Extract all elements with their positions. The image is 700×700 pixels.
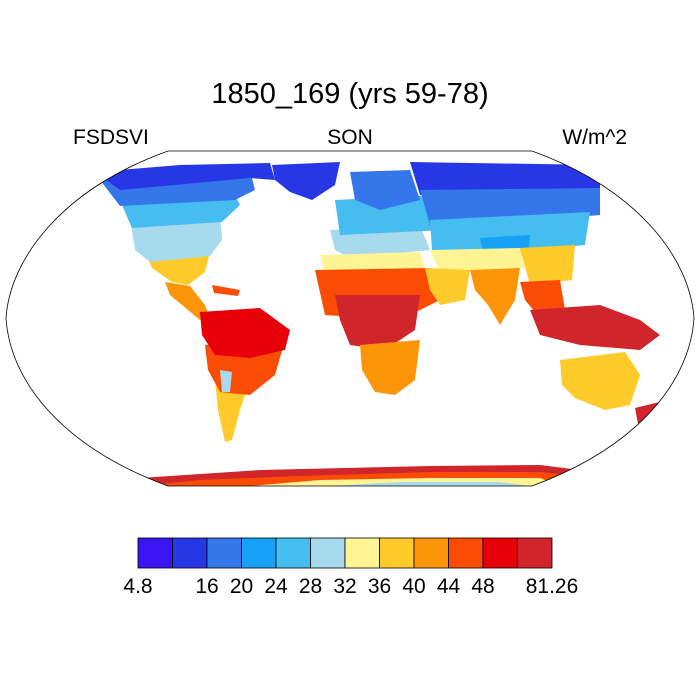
arabia [425, 268, 470, 305]
colorbar-swatch [275, 537, 311, 569]
colorbar-tick-label: 20 [230, 575, 253, 598]
greenland [272, 162, 340, 200]
colorbar-tick-label: 16 [195, 575, 218, 598]
scandinavia [350, 170, 420, 210]
colorbar-tick-label: 48 [471, 575, 494, 598]
south-america-north [200, 308, 290, 358]
variable-label: FSDSVI [73, 126, 149, 149]
europe-mid [335, 195, 445, 235]
colorbar: 4.8 16 20 24 28 32 36 40 44 48 81.26 [123, 537, 579, 598]
colorbar-tick-label: 36 [368, 575, 391, 598]
arctic-canada [95, 163, 275, 190]
india [470, 268, 520, 325]
season-label: SON [327, 126, 373, 149]
globe-outline [5, 150, 695, 487]
colorbar-swatch [241, 537, 277, 569]
colorbar-tick-label: 4.8 [123, 575, 152, 598]
colorbar-swatch [310, 537, 346, 569]
land-fields [95, 162, 668, 486]
colorbar-swatch [517, 537, 553, 569]
indonesia [530, 305, 660, 350]
colorbar-tick-label: 28 [299, 575, 322, 598]
colorbar-tick-label: 40 [402, 575, 425, 598]
central-america [165, 282, 210, 320]
colorbar-tick-label: 24 [264, 575, 288, 598]
asia-south-band [430, 248, 525, 272]
southern-africa [360, 340, 420, 395]
south-america-south [215, 380, 250, 442]
colorbar-swatch [413, 537, 449, 569]
caribbean [212, 285, 240, 296]
colorbar-tick-label: 81.26 [526, 575, 579, 598]
colorbar-swatch [206, 537, 242, 569]
colorbar-tick-label: 44 [437, 575, 461, 598]
colorbar-swatch [482, 537, 518, 569]
colorbar-swatch [137, 537, 173, 569]
australia [560, 352, 640, 410]
east-china [520, 245, 575, 285]
units-label: W/m^2 [562, 126, 627, 149]
colorbar-swatch [172, 537, 208, 569]
andes-highlands [220, 370, 232, 392]
antarctica-plateau [330, 482, 530, 486]
colorbar-swatch [448, 537, 484, 569]
new-zealand [635, 400, 668, 424]
colorbar-swatch [344, 537, 380, 569]
central-africa [335, 295, 420, 350]
colorbar-swatch [379, 537, 415, 569]
siberia [410, 162, 600, 195]
plot-title: 1850_169 (yrs 59-78) [211, 78, 489, 110]
colorbar-tick-label: 32 [333, 575, 356, 598]
asia-mid [430, 212, 590, 255]
